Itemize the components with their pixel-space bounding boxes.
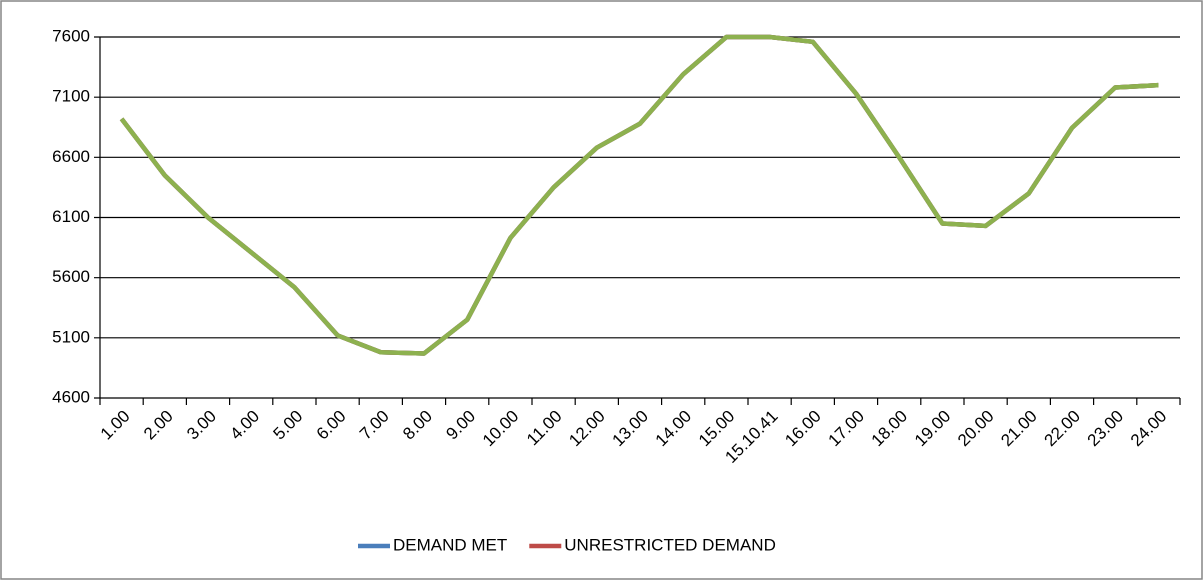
y-tick-label: 5100	[52, 327, 90, 346]
legend-label: UNRESTRICTED DEMAND	[564, 535, 776, 554]
y-tick-label: 7100	[52, 87, 90, 106]
y-tick-label: 7600	[52, 26, 90, 45]
y-tick-label: 6100	[52, 207, 90, 226]
legend-label: DEMAND MET	[393, 535, 507, 554]
line-series	[119, 34, 1159, 356]
y-tick-label: 5600	[52, 267, 90, 286]
y-tick-label: 4600	[52, 387, 90, 406]
y-tick-label: 6600	[52, 147, 90, 166]
